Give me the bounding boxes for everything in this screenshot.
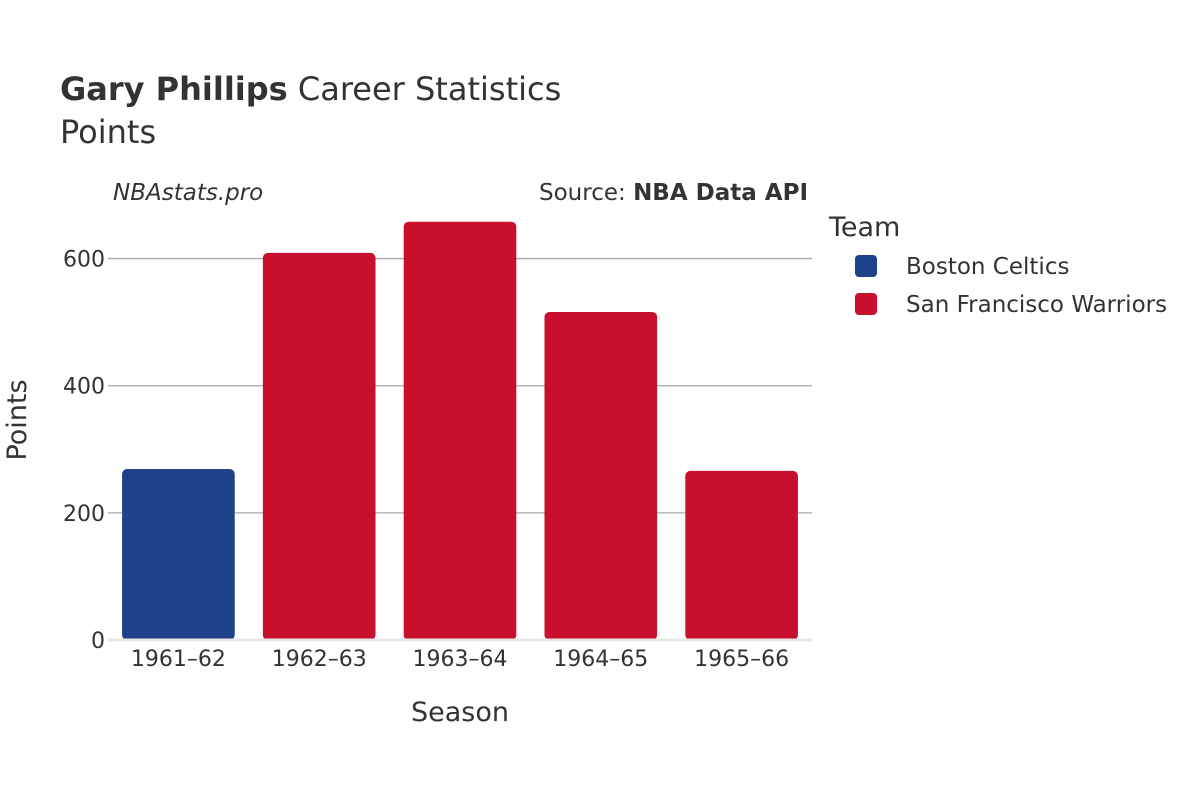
chart-title-rest: Career Statistics [288,70,562,108]
legend: Team Boston Celtics San Francisco Warrior… [828,212,1167,318]
x-tick-label: 1963–64 [413,647,508,672]
y-tick-label: 600 [63,248,105,273]
legend-title: Team [828,212,900,243]
bar-1965–66 [685,470,798,640]
bar-1962–63 [262,252,376,640]
source-prefix: Source: [539,180,633,206]
x-axis-title: Season [411,697,509,728]
chart-subtitle: Points [60,113,156,151]
x-tick-label: 1964–65 [553,647,648,672]
legend-label: Boston Celtics [906,254,1069,280]
y-tick-labels: 0 200 400 600 [63,248,105,654]
source-credit: Source: NBA Data API [539,180,808,206]
x-tick-label: 1962–63 [272,647,367,672]
y-axis-title: Points [2,379,33,460]
y-tick-label: 0 [91,629,105,654]
bar-1963–64 [403,221,517,640]
x-tick-labels: 1961–62 1962–63 1963–64 1964–65 1965–66 [131,647,789,672]
legend-label: San Francisco Warriors [906,292,1167,318]
legend-swatch [855,255,877,277]
chart-title: Gary Phillips Career Statistics [60,70,561,108]
legend-items: Boston Celtics San Francisco Warriors [855,254,1167,318]
watermark: NBAstats.pro [113,180,263,206]
y-tick-label: 200 [63,502,105,527]
x-tick-label: 1961–62 [131,647,226,672]
bars [122,221,798,640]
chart-title-player: Gary Phillips [60,70,288,108]
x-tick-label: 1965–66 [694,647,789,672]
source-name: NBA Data API [633,180,808,206]
legend-swatch [855,293,877,315]
bar-1964–65 [544,311,658,640]
bar-1961–62 [122,468,235,640]
y-tick-label: 400 [63,375,105,400]
